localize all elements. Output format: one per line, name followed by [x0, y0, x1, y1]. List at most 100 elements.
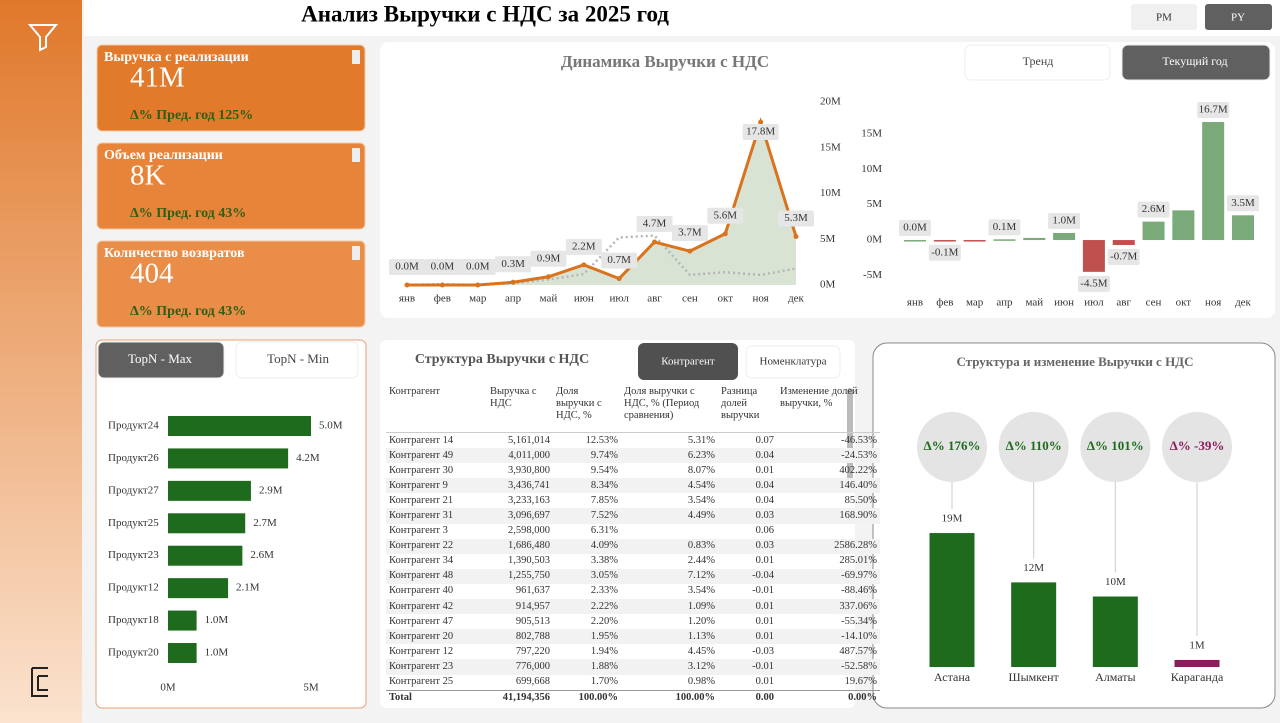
toggle-button[interactable] [235, 341, 359, 379]
data-label: 5.0M [319, 420, 343, 432]
x-tick-label: янв [907, 297, 923, 309]
cell: 3.38% [590, 555, 618, 567]
x-tick-label: ноя [1205, 297, 1221, 309]
x-tick-label: июн [574, 293, 594, 305]
cell [777, 524, 880, 539]
bar [168, 416, 311, 436]
cell: 3,930,800 [508, 464, 550, 476]
cell: 0.01 [755, 464, 774, 476]
page-title: Анализ Выручки с НДС за 2025 год [301, 1, 669, 26]
cell: 41,194,356 [487, 689, 553, 706]
data-label: 16.7M [1199, 104, 1228, 116]
data-label: 4.7M [643, 218, 667, 230]
cell: 2.44% [687, 555, 715, 567]
label-bg [459, 259, 496, 275]
cell: -24.53% [777, 448, 880, 464]
tab-button[interactable] [638, 343, 738, 380]
x-tick-label: май [1025, 297, 1043, 309]
toggle-button[interactable] [97, 341, 225, 379]
point [404, 282, 410, 288]
bar [168, 545, 243, 566]
data-label: 0.0M [431, 261, 455, 273]
data-label: -0.7M [1110, 251, 1137, 263]
x-tick-label: мар [966, 297, 984, 309]
pm-button[interactable] [1131, 4, 1197, 30]
cell: 0.01 [718, 629, 777, 645]
kpi-title: Выручка с реализации [104, 50, 249, 65]
toggle-label[interactable]: Текущий год [1162, 54, 1227, 68]
annotation: Δ% 110% [1006, 438, 1062, 453]
cell: 3.54% [687, 585, 715, 597]
tab-label[interactable]: Контрагент [661, 356, 715, 368]
bar [1174, 659, 1220, 667]
data-label: 0.0M [903, 222, 927, 234]
cell: 0.01 [755, 676, 774, 688]
data-label: 0.0M [466, 261, 490, 273]
badge [917, 412, 987, 482]
kpi-title: Объем реализации [104, 148, 223, 163]
toggle-label[interactable]: Тренд [1023, 54, 1054, 68]
cell: Контрагент 49 [386, 448, 487, 464]
toggle-label[interactable]: TopN - Min [267, 351, 329, 366]
point [475, 282, 481, 288]
tab-label[interactable]: Номенклатура [760, 356, 827, 368]
data-label: 4.2M [296, 452, 320, 464]
x-tick-label: апр [505, 293, 522, 305]
cell: 3,436,741 [487, 478, 553, 494]
bar [993, 239, 1016, 241]
label-bg [742, 124, 779, 140]
cell: Контрагент 23 [386, 659, 487, 675]
data-label: 5.3M [784, 212, 808, 224]
cell: 0.06 [755, 525, 774, 537]
cell: 4.09% [553, 538, 621, 554]
table-row: Контрагент 12 797,220 1.94% 4.45% -0.03 487.5… [386, 644, 880, 659]
cell: Контрагент 47 [389, 615, 454, 627]
cell: 7.12% [621, 568, 718, 584]
total-row: Total 41,194,356 100.00% 100.00% 0.00 0.00% [386, 689, 880, 706]
filter-icon[interactable] [27, 24, 59, 52]
cell [621, 524, 718, 539]
label-bg [928, 244, 961, 261]
label-bg [389, 259, 425, 275]
badge [1080, 412, 1151, 482]
cell: Контрагент 20 [386, 629, 487, 645]
y-tick-label: 10M [861, 163, 882, 175]
pm-label[interactable]: PM [1156, 12, 1172, 24]
cell: 1,255,750 [487, 568, 553, 584]
cell: Контрагент 31 [386, 508, 487, 524]
toggle-label[interactable]: TopN - Max [128, 351, 193, 366]
cell: 4,011,000 [487, 448, 553, 464]
cell: 1.88% [553, 659, 621, 675]
header-row: Контрагент Выручка с НДС Доля выручки с НД… [386, 386, 880, 433]
data-label: -0.1M [931, 246, 958, 258]
kpi-delta: Δ% Пред. год 43% [130, 206, 246, 221]
cell: -46.53% [841, 434, 877, 446]
bar [904, 240, 926, 242]
cell: Total [386, 689, 487, 706]
cell: -0.01 [752, 585, 774, 597]
y-tick-label: Продукт23 [108, 549, 159, 561]
cell: 1,390,503 [508, 555, 550, 567]
data-label: 5.6M [714, 209, 738, 221]
py-button[interactable] [1205, 4, 1272, 30]
cell: -55.34% [841, 615, 877, 627]
x-tick-label: май [540, 293, 558, 305]
table-row: Контрагент 31 3,096,697 7.52% 4.49% 0.03 168.… [386, 508, 880, 524]
cell: 337.06% [777, 599, 880, 615]
label-bg [495, 256, 532, 273]
data-label: 2.6M [1142, 203, 1166, 215]
scroll-indicator [352, 50, 360, 64]
table-row: Контрагент 25 699,668 1.70% 0.98% 0.01 19.67% [386, 675, 880, 691]
tab-button[interactable] [745, 345, 841, 379]
cell: Контрагент 34 [389, 555, 454, 567]
cell: -14.10% [777, 629, 880, 645]
data-label: 1.0M [205, 647, 229, 659]
kpi-delta: Δ% Пред. год 43% [130, 304, 246, 319]
cell: 4.49% [621, 508, 718, 524]
toggle-button[interactable] [1121, 44, 1271, 81]
toggle-button[interactable] [964, 44, 1111, 81]
cell: 776,000 [487, 659, 553, 675]
label-bg [1137, 201, 1170, 218]
py-label[interactable]: PY [1231, 12, 1245, 24]
y-tick-label: 0M [867, 234, 883, 246]
